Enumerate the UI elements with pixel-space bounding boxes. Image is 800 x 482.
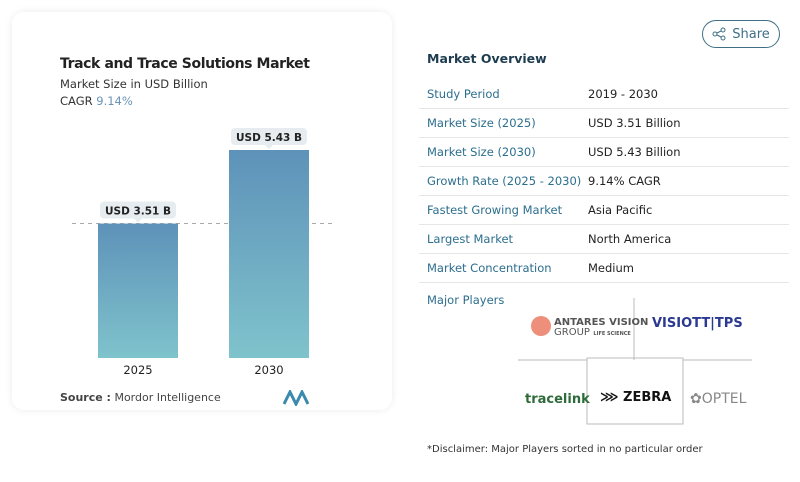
data-label-pointer: [265, 145, 273, 149]
x-tick-label: 2030: [254, 363, 283, 377]
data-label-pointer: [134, 218, 142, 223]
overview-row: Market Size (2025) USD 3.51 Billion: [419, 109, 789, 138]
x-tick-label: 2025: [123, 363, 152, 377]
data-label-bg: [231, 128, 307, 145]
row-value: 2019 - 2030: [588, 87, 658, 101]
source-label: Source :: [60, 391, 111, 404]
bar-2025: [98, 223, 178, 358]
row-label: Growth Rate (2025 - 2030): [427, 174, 582, 188]
share-label: Share: [732, 26, 770, 42]
overview-row: Study Period 2019 - 2030: [419, 80, 789, 109]
data-label: USD 3.51 B: [105, 206, 171, 218]
cagr-value: 9.14%: [96, 94, 133, 108]
row-label: Market Size (2030): [427, 145, 536, 159]
overview-row: Fastest Growing Market Asia Pacific: [419, 196, 789, 225]
row-value: North America: [588, 232, 672, 246]
overview-title: Market Overview: [427, 51, 547, 66]
data-label-bg: [100, 201, 176, 219]
row-value: 9.14% CAGR: [588, 174, 661, 188]
row-value: Medium: [588, 261, 634, 275]
overview-row: Largest Market North America: [419, 225, 789, 254]
mordor-logo-icon: [283, 390, 309, 406]
share-icon: [712, 27, 726, 41]
chart-card: [12, 12, 392, 410]
chart-subtitle: Market Size in USD Billion: [60, 77, 208, 91]
source-value: Mordor Intelligence: [114, 391, 221, 404]
row-label: Largest Market: [427, 232, 514, 246]
logo-zebra: ⋙ ZEBRA: [600, 390, 672, 405]
logo-antares: ANTARES VISION GROUP LIFE SCIENCE: [554, 317, 649, 338]
share-button[interactable]: Share: [702, 20, 780, 48]
chart-title: Track and Trace Solutions Market: [60, 56, 310, 72]
row-value: USD 3.51 Billion: [588, 116, 681, 130]
disclaimer: *Disclaimer: Major Players sorted in no …: [427, 444, 703, 455]
row-value: Asia Pacific: [588, 203, 653, 217]
bar-2030: [229, 150, 309, 358]
row-value: USD 5.43 Billion: [588, 145, 681, 159]
row-label: Fastest Growing Market: [427, 203, 563, 217]
row-label: Study Period: [427, 87, 500, 101]
major-players-title: Major Players: [427, 293, 505, 307]
logo-optel: ✿OPTEL: [690, 391, 747, 407]
data-label: USD 5.43 B: [236, 132, 302, 144]
cagr-label: CAGR: [60, 94, 93, 108]
row-label: Market Concentration: [427, 261, 552, 275]
overview-row: Growth Rate (2025 - 2030) 9.14% CAGR: [419, 167, 789, 196]
logo-tracelink: tracelink: [525, 392, 590, 407]
row-label: Market Size (2025): [427, 116, 536, 130]
source: Source : Mordor Intelligence: [60, 391, 221, 404]
bar-chart: USD 3.51 B 2025 USD 5.43 B 2030: [72, 128, 336, 377]
logo-visiott: VISIOTT|TPS: [652, 316, 743, 331]
cagr: CAGR 9.14%: [60, 94, 133, 108]
overview-row: Market Concentration Medium: [419, 254, 789, 283]
overview-row: Market Size (2030) USD 5.43 Billion: [419, 138, 789, 167]
